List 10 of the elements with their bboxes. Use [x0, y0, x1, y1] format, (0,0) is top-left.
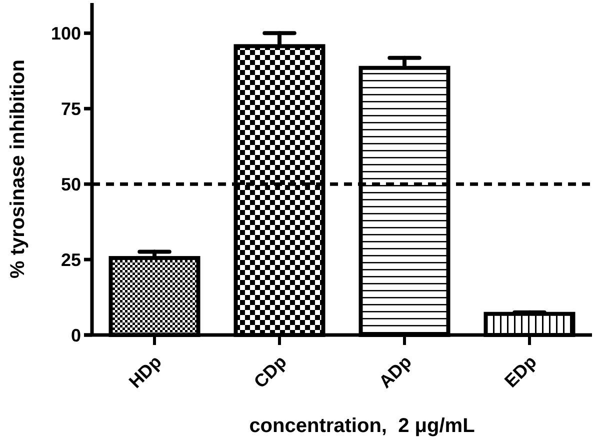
x-tick-label: CDp — [250, 352, 290, 392]
y-tick-label: 0 — [70, 325, 81, 346]
y-tick-label: 50 — [60, 174, 81, 194]
x-axis-title: concentration, 2 μg/mL — [249, 415, 475, 437]
y-tick-label: 75 — [60, 98, 81, 119]
x-tick-label: HDp — [125, 352, 166, 392]
y-tick-label: 25 — [60, 250, 81, 270]
y-tick-label: 100 — [50, 23, 81, 44]
x-tick-label: EDp — [500, 352, 540, 392]
y-axis-title: % tyrosinase inhibition — [7, 60, 29, 278]
